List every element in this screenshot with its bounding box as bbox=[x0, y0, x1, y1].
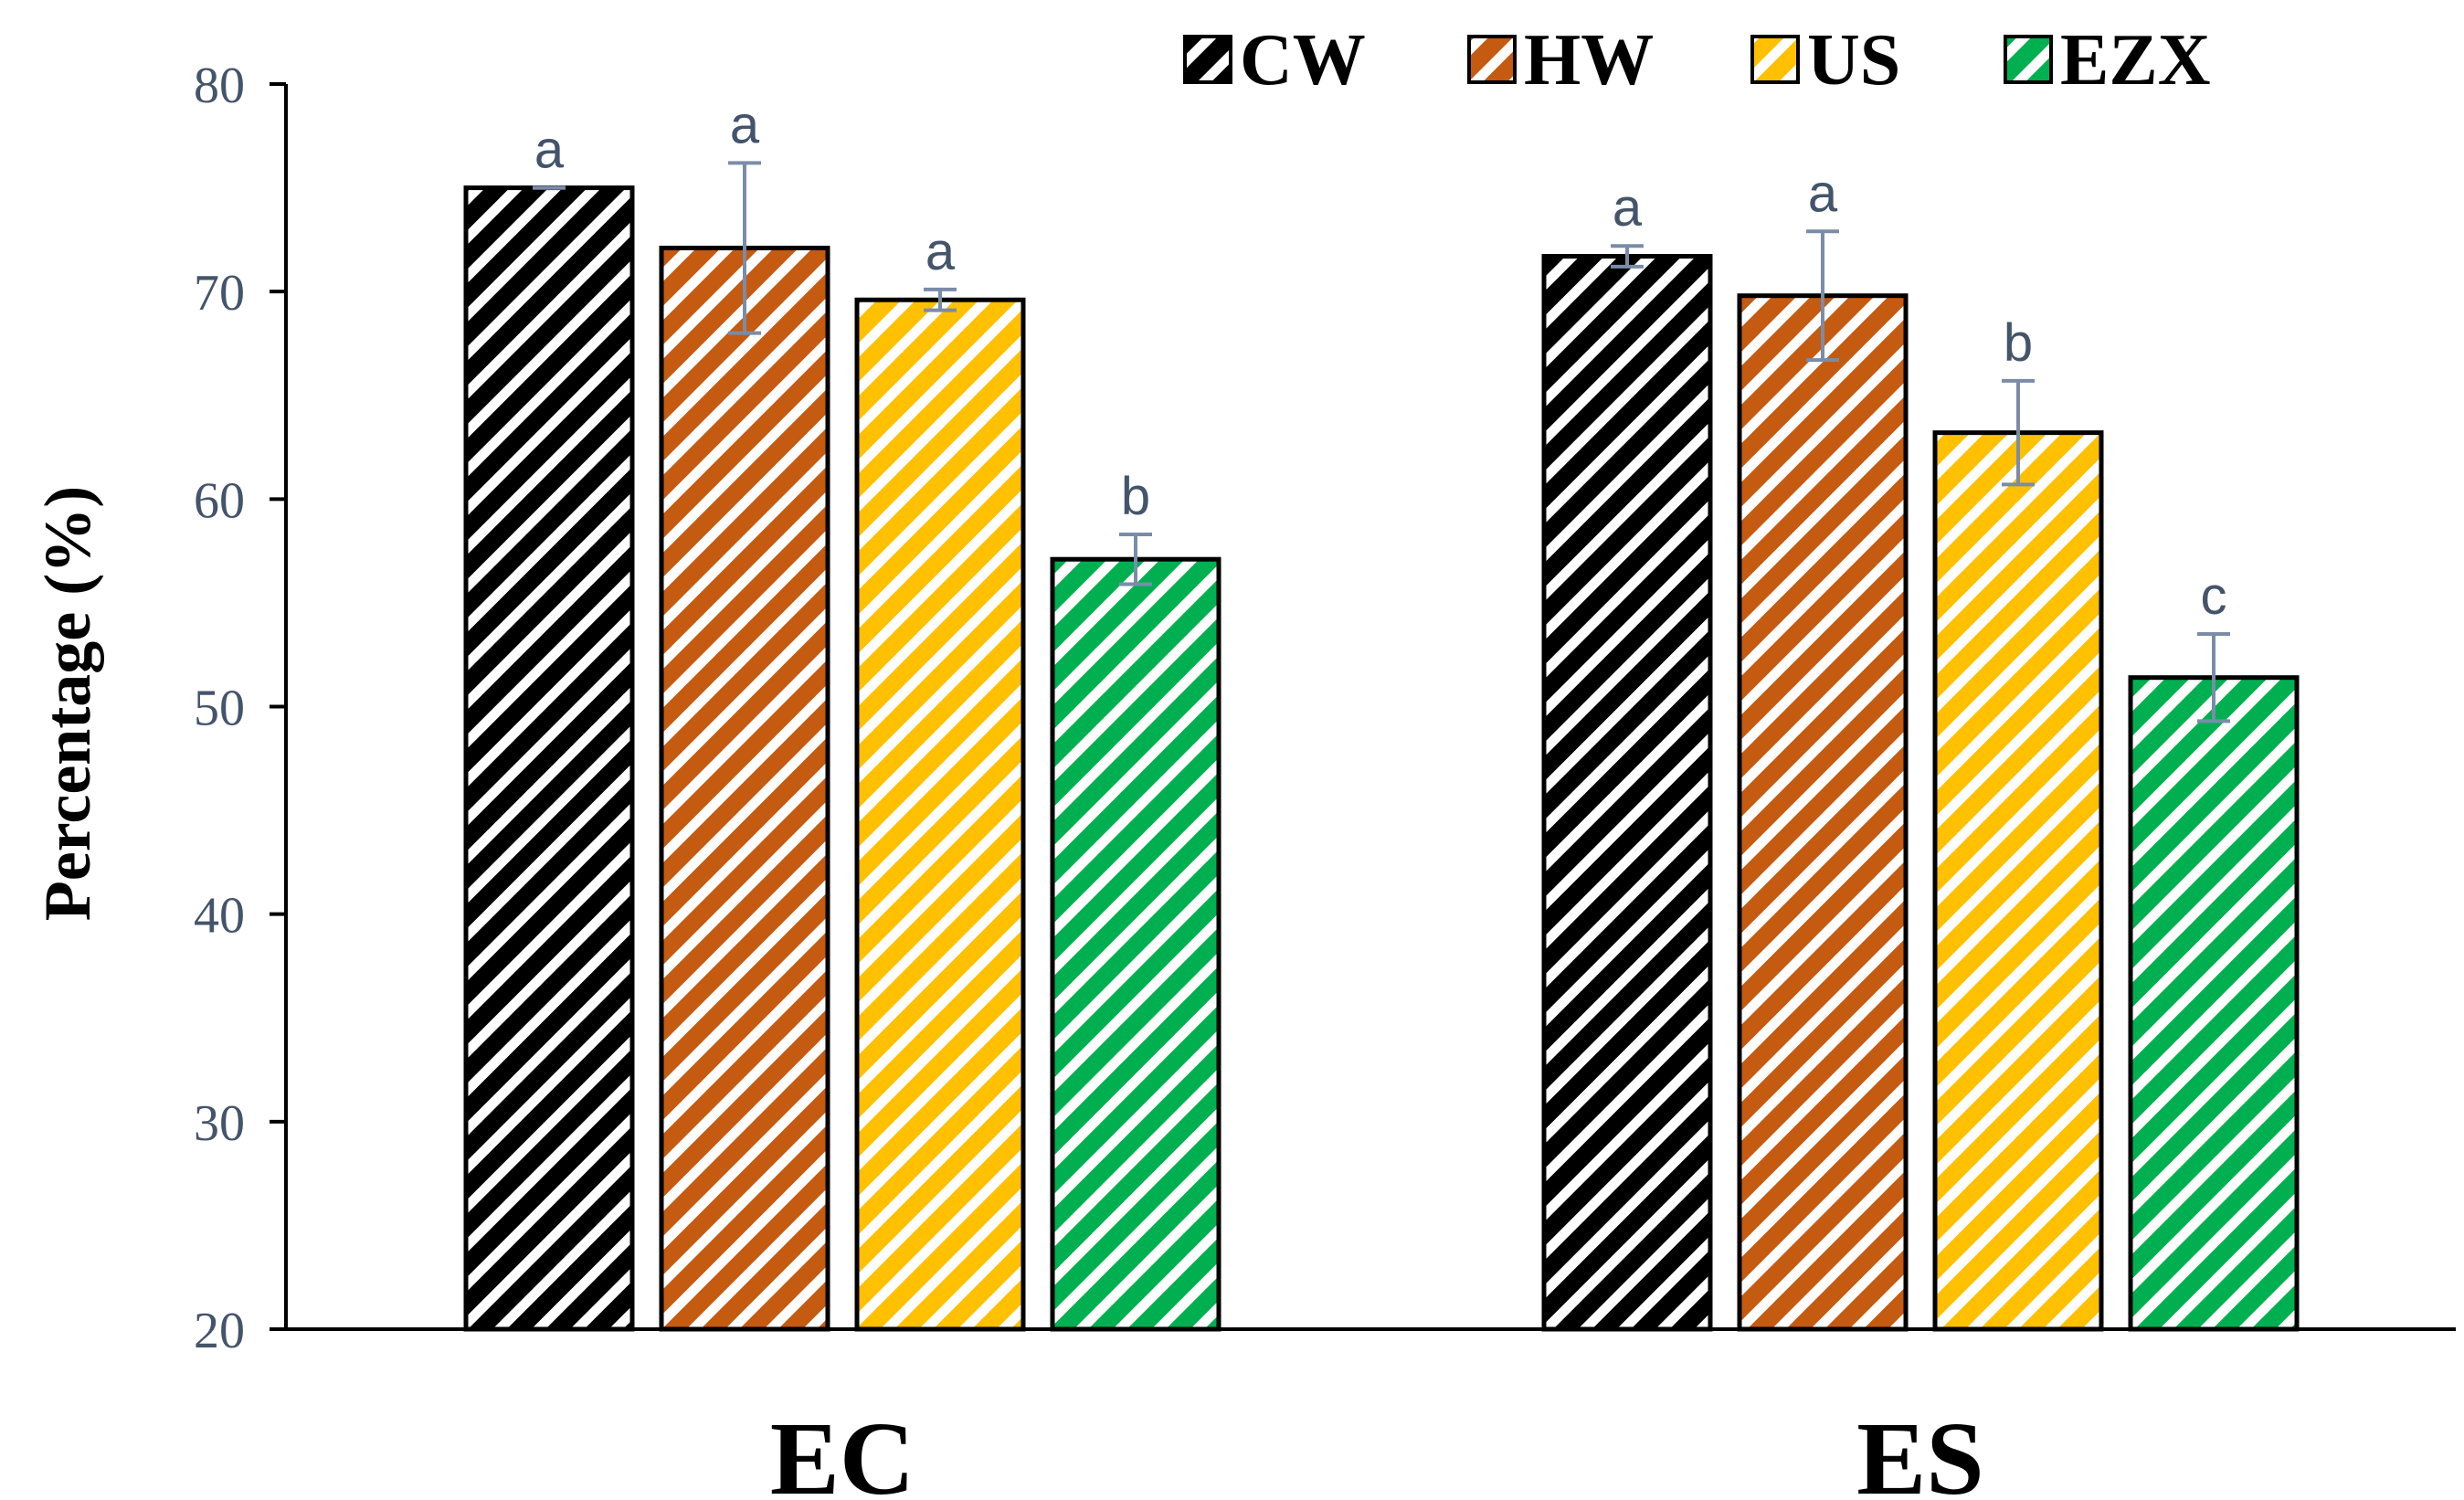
y-tick-label: 70 bbox=[194, 265, 245, 322]
bar-ec-hw bbox=[659, 245, 830, 1332]
error-bar-ec-hw bbox=[728, 161, 761, 335]
legend-item-ezx: EZX bbox=[2004, 20, 2211, 100]
legend: CW HW US EZX bbox=[1183, 20, 2211, 100]
error-bar-es-us bbox=[2002, 378, 2035, 487]
legend-item-us: US bbox=[1750, 20, 1900, 100]
significance-label-es-ezx: c bbox=[2201, 566, 2227, 626]
bar-es-cw bbox=[1541, 254, 1713, 1332]
legend-label-us: US bbox=[1807, 20, 1900, 100]
y-tick-label: 60 bbox=[194, 472, 245, 529]
error-bar-es-ezx bbox=[2197, 631, 2230, 724]
category-label-ec: EC bbox=[770, 1400, 915, 1500]
bar-ec-ezx bbox=[1050, 556, 1221, 1332]
error-bar-es-hw bbox=[1806, 229, 1839, 363]
legend-swatch-ezx bbox=[2004, 35, 2053, 84]
significance-label-es-us: b bbox=[2004, 313, 2033, 373]
error-bar-ec-us bbox=[924, 287, 957, 312]
legend-swatch-hw bbox=[1467, 35, 1517, 84]
y-tick-label: 50 bbox=[194, 681, 245, 737]
significance-label-ec-ezx: b bbox=[1121, 467, 1150, 526]
significance-label-ec-hw: a bbox=[730, 95, 760, 154]
error-bar-ec-ezx bbox=[1119, 532, 1152, 586]
bar-ec-cw bbox=[463, 185, 635, 1332]
legend-label-ezx: EZX bbox=[2060, 20, 2211, 100]
legend-swatch-cw bbox=[1183, 35, 1232, 84]
bar-es-us bbox=[1932, 430, 2104, 1332]
y-axis-title: Percentage (%) bbox=[31, 486, 104, 921]
significance-label-ec-us: a bbox=[925, 222, 956, 281]
significance-label-es-hw: a bbox=[1808, 164, 1838, 223]
legend-item-hw: HW bbox=[1467, 20, 1654, 100]
bar-ec-us bbox=[854, 297, 1026, 1332]
legend-label-hw: HW bbox=[1524, 20, 1654, 100]
bar-es-hw bbox=[1737, 293, 1909, 1332]
significance-label-ec-cw: a bbox=[534, 121, 565, 180]
legend-item-cw: CW bbox=[1183, 20, 1366, 100]
y-tick-label: 40 bbox=[194, 888, 245, 945]
error-bar-es-cw bbox=[1611, 244, 1644, 269]
significance-label-es-cw: a bbox=[1613, 178, 1643, 238]
category-label-es: ES bbox=[1856, 1400, 1983, 1500]
legend-swatch-us bbox=[1750, 35, 1800, 84]
y-tick-label: 20 bbox=[194, 1303, 245, 1359]
bar-es-ezx bbox=[2128, 675, 2300, 1332]
legend-label-cw: CW bbox=[1240, 20, 1366, 100]
y-tick-label: 30 bbox=[194, 1095, 245, 1152]
y-tick-label: 80 bbox=[194, 58, 245, 114]
